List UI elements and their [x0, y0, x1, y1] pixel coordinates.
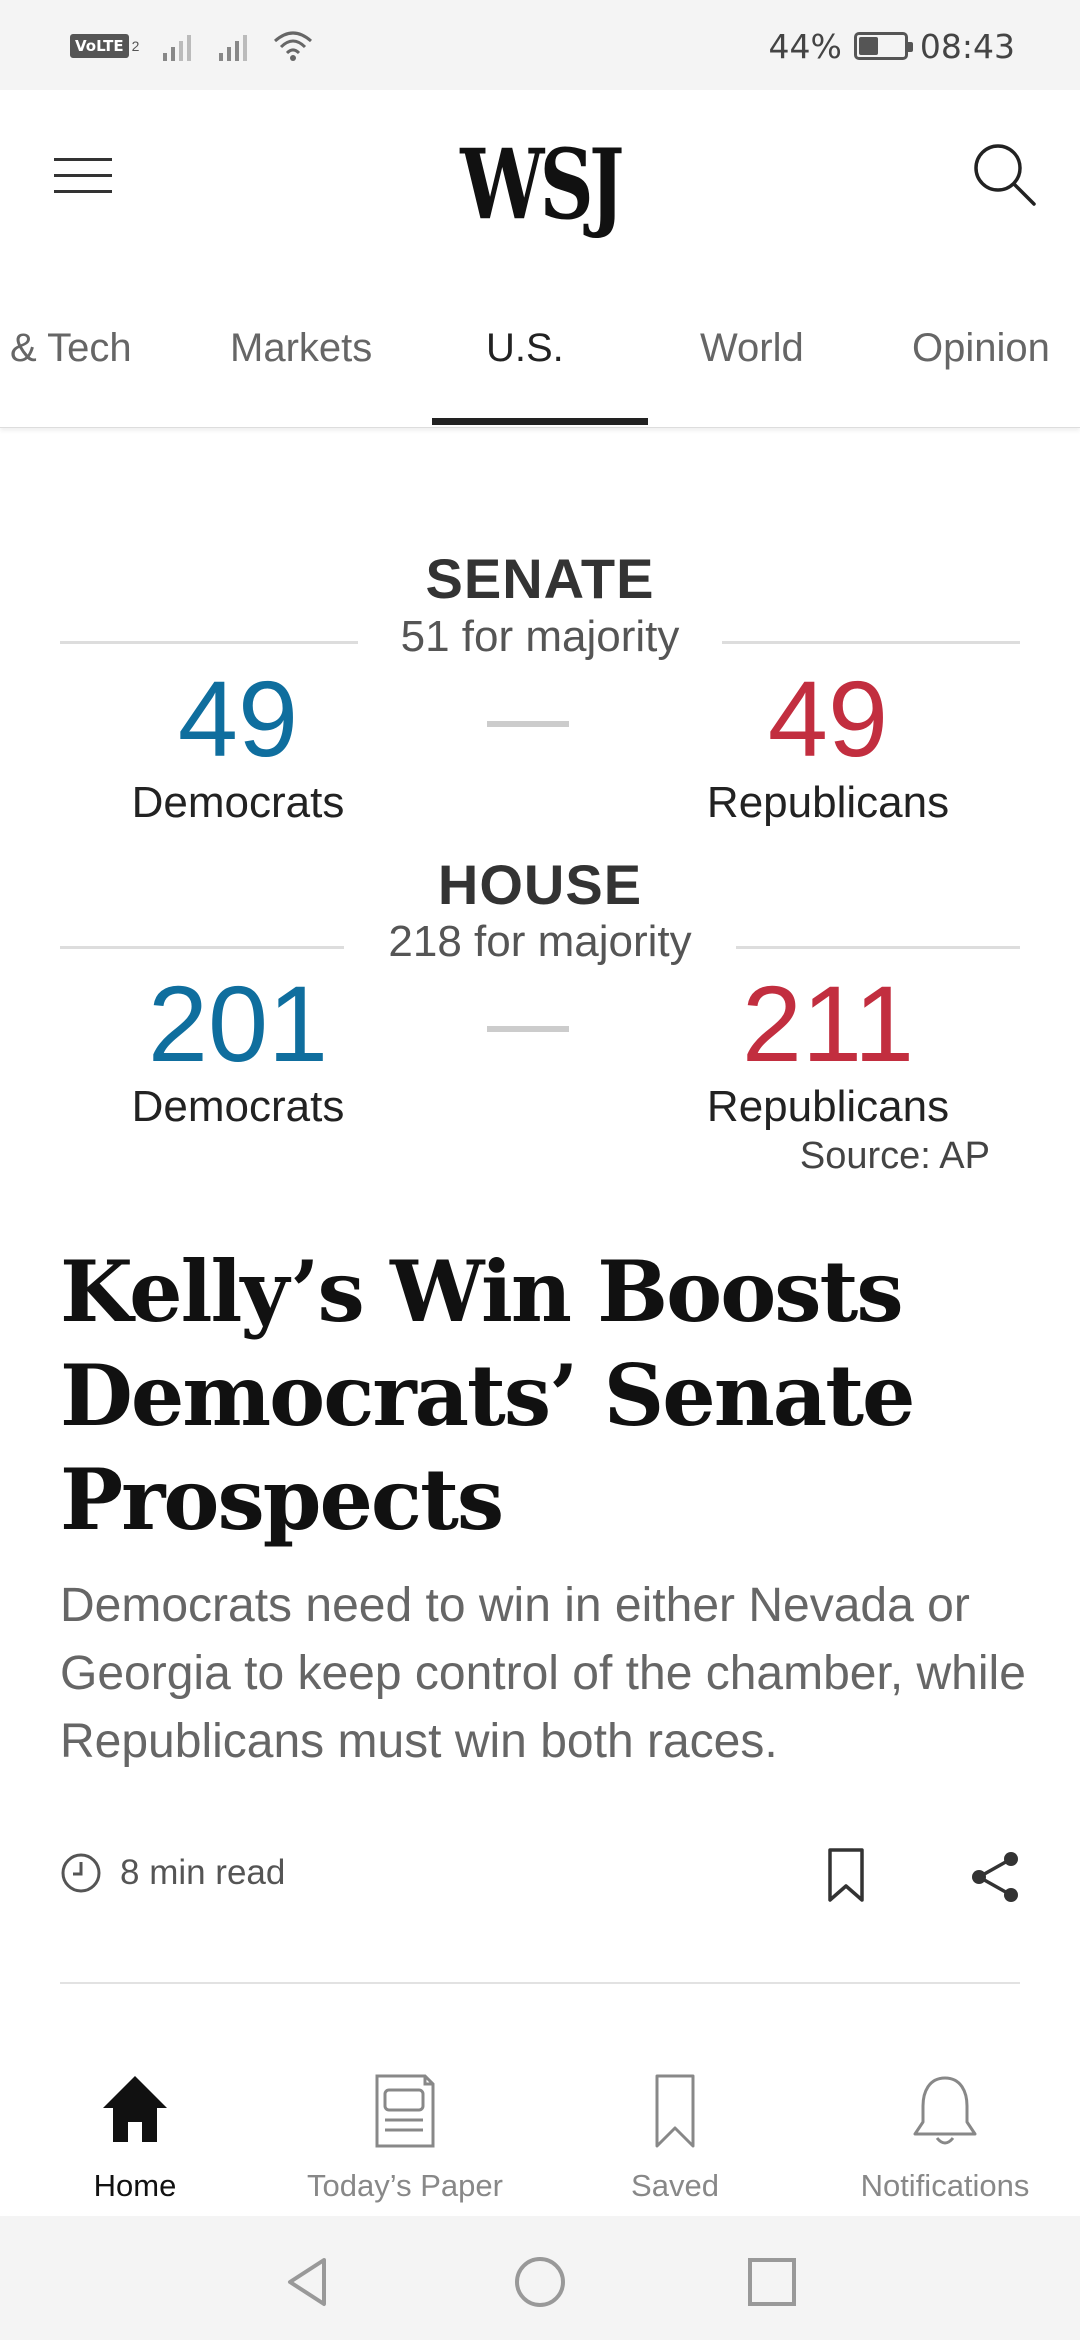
- share-icon[interactable]: [968, 1850, 1022, 1904]
- clock-icon: [61, 1853, 101, 1893]
- bookmark-icon[interactable]: [826, 1847, 866, 1903]
- senate-dash: [487, 721, 569, 727]
- status-right: 44% 08:43: [769, 24, 1015, 68]
- house-rep-label: Republicans: [706, 1082, 950, 1131]
- senate-majority: 51 for majority: [400, 612, 680, 661]
- nav-notifications[interactable]: Notifications: [810, 2070, 1080, 2204]
- battery-icon: [853, 32, 913, 60]
- house-divider-left: [60, 946, 344, 949]
- article-divider: [60, 1982, 1020, 1984]
- status-bar: VoLTE 2 44% 08:43: [0, 0, 1080, 90]
- senate-rep-count: 49: [767, 658, 889, 779]
- active-tab-indicator: [432, 418, 648, 425]
- signal-icon-2: [219, 35, 248, 61]
- nav-saved[interactable]: Saved: [540, 2070, 810, 2204]
- volte-badge: VoLTE 2: [70, 33, 139, 58]
- tab-tech[interactable]: & Tech: [10, 326, 132, 370]
- home-icon: [103, 2076, 167, 2142]
- tab-markets[interactable]: Markets: [230, 326, 373, 370]
- back-icon[interactable]: [280, 2254, 336, 2310]
- bottom-nav: Home Today’s Paper Saved Notifications: [0, 2050, 1080, 2216]
- status-indicators: VoLTE 2: [70, 26, 313, 66]
- senate-title: SENATE: [425, 547, 655, 610]
- newspaper-icon: [375, 2074, 435, 2148]
- recents-icon[interactable]: [744, 2254, 800, 2310]
- house-dash: [487, 1026, 569, 1032]
- nav-todays-paper-label: Today’s Paper: [307, 2168, 503, 2203]
- nav-saved-label: Saved: [631, 2168, 719, 2203]
- nav-notifications-label: Notifications: [860, 2168, 1030, 2203]
- article-meta: 8 min read: [60, 1852, 285, 1894]
- nav-todays-paper[interactable]: Today’s Paper: [270, 2070, 540, 2204]
- clock: 08:43: [919, 26, 1015, 66]
- article-summary[interactable]: Democrats need to win in either Nevada o…: [60, 1579, 1026, 1768]
- read-time: 8 min read: [120, 1853, 286, 1892]
- results-source: Source: AP: [799, 1135, 990, 1177]
- tab-world[interactable]: World: [700, 326, 804, 370]
- battery-percent: 44%: [768, 26, 842, 66]
- nav-home[interactable]: Home: [0, 2070, 270, 2204]
- tab-opinion[interactable]: Opinion: [912, 326, 1050, 370]
- system-nav-bar: [0, 2216, 1080, 2340]
- nav-home-label: Home: [93, 2168, 177, 2203]
- bookmark-icon: [655, 2074, 695, 2148]
- house-dem-label: Democrats: [131, 1082, 345, 1131]
- wsj-logo[interactable]: WSJ: [460, 128, 624, 241]
- battery-level: [858, 37, 879, 55]
- senate-dem-label: Democrats: [131, 778, 345, 827]
- house-title: HOUSE: [437, 853, 643, 916]
- house-majority: 218 for majority: [388, 917, 692, 966]
- bell-icon: [913, 2076, 977, 2145]
- wifi-icon: [274, 31, 313, 61]
- tab-us[interactable]: U.S.: [486, 326, 564, 370]
- senate-dem-count: 49: [177, 658, 299, 779]
- hamburger-menu-icon[interactable]: [54, 158, 112, 194]
- app-header: WSJ: [0, 90, 1080, 260]
- signal-icon: [163, 35, 192, 61]
- search-icon[interactable]: [970, 140, 1040, 210]
- senate-divider-right: [722, 641, 1020, 644]
- article-headline[interactable]: Kelly’s Win Boosts Democrats’ Senate Pro…: [60, 1242, 915, 1549]
- house-dem-count: 201: [147, 963, 329, 1084]
- home-circle-icon[interactable]: [512, 2254, 568, 2310]
- senate-rep-label: Republicans: [706, 778, 950, 827]
- section-tabs: & Tech Markets U.S. World Opinion: [0, 290, 1080, 428]
- senate-divider-left: [60, 641, 358, 644]
- house-divider-right: [736, 946, 1020, 949]
- house-rep-count: 211: [741, 963, 915, 1084]
